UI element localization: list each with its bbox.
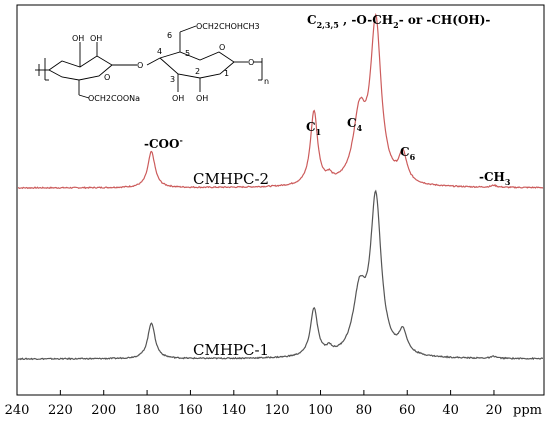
struct-glyco-o: O xyxy=(248,58,254,67)
struct-ring-o-right: O xyxy=(219,43,225,52)
x-tick-label-160: 160 xyxy=(178,403,203,418)
x-axis-unit-label: ppm xyxy=(513,403,542,418)
struct-c2: 2 xyxy=(195,67,200,76)
struct-carboxymethyl: OCH2COONa xyxy=(88,94,140,103)
x-tick-label-60: 60 xyxy=(399,403,416,418)
x-axis-ticks xyxy=(16,390,495,395)
series-label-cmhpc-1: CMHPC-1 xyxy=(193,341,269,359)
annotation-ch3: -CH3 xyxy=(479,170,511,187)
series-label-cmhpc-2: CMHPC-2 xyxy=(193,170,269,188)
chemical-structure-labels: OH OH O O OCH2COONa OCH2CHOHCH3 6 4 5 O … xyxy=(72,22,269,103)
annotation-coo: -COO- xyxy=(144,135,183,151)
annotation-c235: C2,3,5 , -O-CH2- or -CH(OH)- xyxy=(307,13,490,30)
struct-oh-2: OH xyxy=(90,34,102,43)
x-tick-label-240: 240 xyxy=(5,403,30,418)
series-line-cmhpc-1 xyxy=(17,189,543,361)
struct-ring-o-left: O xyxy=(104,73,110,82)
struct-c5: 5 xyxy=(185,49,190,58)
annotation-c6: C6 xyxy=(400,145,416,162)
annotation-c4: C4 xyxy=(347,116,363,133)
x-tick-label-100: 100 xyxy=(308,403,333,418)
x-tick-label-140: 140 xyxy=(221,403,246,418)
series-line-cmhpc-2 xyxy=(17,12,544,190)
x-axis-tick-labels: 240 220 200 180 160 140 120 100 80 60 40 20 xyxy=(5,403,503,418)
x-tick-label-40: 40 xyxy=(442,403,459,418)
x-tick-label-120: 120 xyxy=(265,403,290,418)
struct-c4: 4 xyxy=(157,47,162,56)
chemical-structure xyxy=(35,25,263,99)
x-tick-label-20: 20 xyxy=(486,403,503,418)
struct-oh-1: OH xyxy=(72,34,84,43)
struct-hydroxypropyl: OCH2CHOHCH3 xyxy=(196,22,260,31)
struct-c3: 3 xyxy=(170,75,175,84)
struct-c1: 1 xyxy=(224,69,229,78)
x-tick-label-220: 220 xyxy=(48,403,73,418)
struct-oh-3: OH xyxy=(172,94,184,103)
annotation-c1: C1 xyxy=(306,120,321,137)
struct-bridge-o: O xyxy=(137,61,143,70)
plot-frame xyxy=(16,4,545,396)
struct-repeat-n: n xyxy=(264,77,269,86)
struct-oh-4: OH xyxy=(196,94,208,103)
struct-c6: 6 xyxy=(167,31,172,40)
x-tick-label-200: 200 xyxy=(91,403,116,418)
series-layer xyxy=(17,12,544,361)
x-tick-label-80: 80 xyxy=(356,403,373,418)
x-tick-label-180: 180 xyxy=(135,403,160,418)
